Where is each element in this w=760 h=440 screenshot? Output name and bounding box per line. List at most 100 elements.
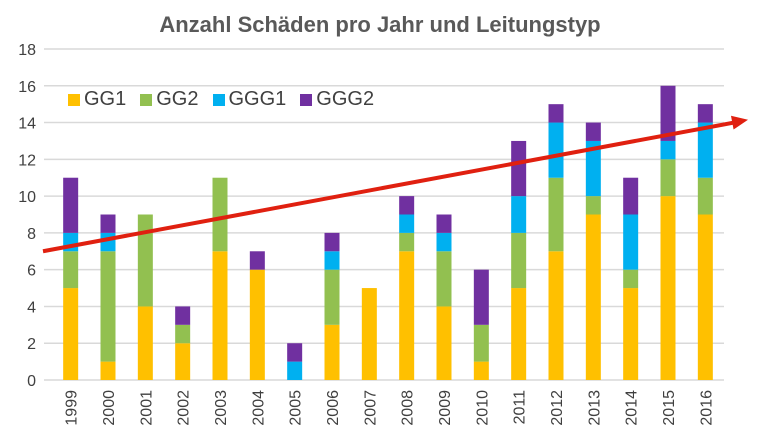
bar-gg1-2011 — [511, 288, 527, 380]
x-tick-label: 2003 — [213, 390, 230, 426]
bar-gg2-2009 — [436, 251, 452, 307]
x-tick-label: 2006 — [325, 390, 342, 426]
bar-ggg2-2004 — [249, 251, 265, 270]
y-tick-label: 6 — [27, 263, 36, 280]
x-tick-label: 2001 — [138, 390, 155, 426]
bar-gg2-2010 — [473, 324, 489, 362]
y-tick-label: 0 — [27, 373, 36, 390]
bar-gg2-2001 — [137, 214, 153, 307]
bar-ggg2-2002 — [175, 306, 191, 325]
bar-gg2-2013 — [585, 196, 601, 215]
trend-line — [42, 120, 737, 254]
legend-item-ggg1: GGG1 — [212, 88, 287, 111]
legend-swatch — [140, 93, 153, 106]
legend-swatch — [300, 93, 313, 106]
bar-gg1-2006 — [324, 324, 340, 380]
bar-ggg2-2008 — [399, 196, 415, 215]
bar-gg1-2010 — [473, 361, 489, 380]
x-tick-label: 2000 — [101, 390, 118, 426]
bar-gg2-2015 — [660, 159, 676, 197]
bar-gg1-2015 — [660, 196, 676, 380]
y-tick-label: 8 — [27, 226, 36, 243]
legend-label: GG1 — [84, 88, 127, 110]
bar-ggg2-2016 — [697, 104, 713, 123]
x-tick-label: 2002 — [176, 390, 193, 426]
legend-item-gg2: GG2 — [140, 88, 199, 111]
bar-gg2-2003 — [212, 177, 228, 252]
bar-gg2-1999 — [63, 251, 79, 289]
bar-gg2-2011 — [511, 232, 527, 289]
bar-gg1-2014 — [623, 288, 639, 380]
bar-ggg1-2011 — [511, 196, 527, 233]
bar-ggg2-2015 — [660, 85, 676, 141]
bar-gg1-2004 — [249, 269, 265, 380]
bar-gg1-2003 — [212, 251, 228, 380]
bar-ggg1-2015 — [660, 140, 676, 160]
legend-item-gg1: GG1 — [68, 88, 126, 111]
y-tick-label: 2 — [27, 336, 36, 353]
legend-label: GGG1 — [228, 88, 287, 110]
trend-arrowhead — [730, 115, 748, 130]
bar-ggg1-2009 — [436, 232, 452, 252]
y-tick-label: 4 — [27, 299, 36, 316]
x-tick-label: 2009 — [437, 390, 454, 426]
bar-gg1-2013 — [585, 214, 601, 380]
bar-gg1-2002 — [175, 343, 191, 380]
bar-gg2-2002 — [175, 324, 191, 344]
bar-ggg2-2011 — [511, 140, 527, 197]
y-tick-label: 16 — [18, 79, 36, 96]
y-tick-label: 12 — [18, 152, 36, 169]
y-tick-label: 18 — [18, 42, 36, 59]
bar-gg2-2016 — [697, 177, 713, 215]
x-tick-label: 2004 — [250, 390, 267, 426]
bar-gg2-2008 — [399, 232, 415, 252]
legend-item-ggg2: GGG2 — [300, 88, 374, 111]
bar-ggg2-2012 — [548, 104, 564, 123]
bar-gg2-2012 — [548, 177, 564, 252]
bar-gg1-2000 — [100, 361, 116, 380]
bar-ggg2-2006 — [324, 232, 340, 252]
bar-gg1-1999 — [63, 288, 79, 380]
legend-label: GG2 — [156, 88, 199, 110]
bar-ggg2-2009 — [436, 214, 452, 233]
bar-gg1-2012 — [548, 251, 564, 380]
x-tick-label: 1999 — [64, 390, 81, 426]
x-tick-label: 2011 — [512, 390, 529, 425]
legend-swatch — [212, 93, 225, 106]
x-tick-label: 2005 — [288, 390, 305, 426]
x-tick-label: 2008 — [400, 390, 417, 426]
bar-ggg1-2006 — [324, 251, 340, 270]
bar-gg2-2006 — [324, 269, 340, 325]
x-tick-label: 2013 — [586, 390, 603, 426]
x-tick-label: 2012 — [549, 390, 566, 426]
bar-ggg1-2005 — [287, 361, 303, 380]
bar-gg1-2001 — [137, 306, 153, 380]
x-tick-label: 2016 — [698, 390, 715, 426]
bar-ggg2-2013 — [585, 122, 601, 141]
bar-gg2-2014 — [623, 269, 639, 289]
bar-ggg2-2000 — [100, 214, 116, 233]
x-tick-label: 2010 — [474, 390, 491, 426]
bar-ggg1-2013 — [585, 140, 601, 197]
bar-gg1-2007 — [361, 288, 377, 380]
bar-gg1-2009 — [436, 306, 452, 380]
bar-ggg2-2010 — [473, 269, 489, 325]
legend-label: GGG2 — [316, 88, 375, 110]
bar-ggg2-2005 — [287, 343, 303, 362]
y-tick-label: 14 — [18, 116, 36, 133]
bar-ggg2-1999 — [63, 177, 79, 233]
x-tick-label: 2015 — [661, 390, 678, 426]
legend-swatch — [68, 93, 80, 106]
bar-ggg1-2012 — [548, 122, 564, 178]
chart-title: Anzahl Schäden pro Jahr und Leitungstyp — [159, 12, 601, 37]
x-tick-label: 2014 — [624, 390, 641, 426]
bar-gg1-2008 — [399, 251, 415, 380]
bar-ggg2-2014 — [623, 177, 639, 215]
bar-gg2-2000 — [100, 251, 116, 362]
bar-ggg1-2008 — [399, 214, 415, 233]
legend: GG1 GG2 GGG1 GGG2 — [68, 88, 374, 111]
bar-gg1-2016 — [697, 214, 713, 380]
bar-ggg1-2016 — [697, 122, 713, 178]
bar-ggg1-2014 — [623, 214, 639, 270]
